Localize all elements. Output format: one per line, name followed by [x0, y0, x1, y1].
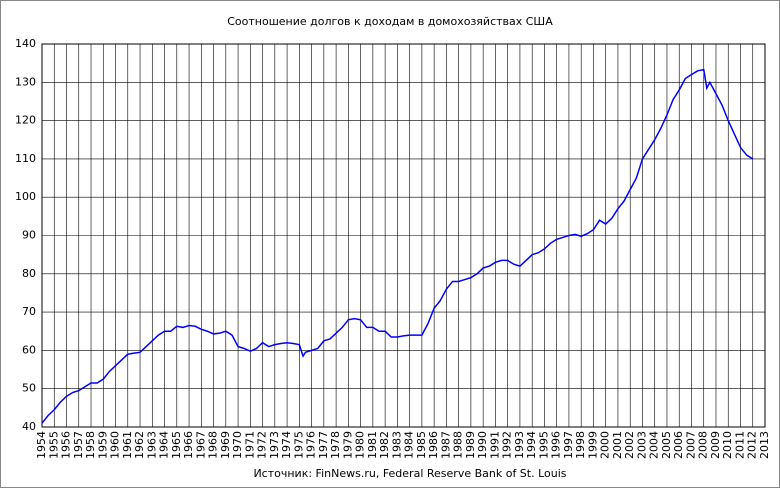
x-tick-label: 2011 — [733, 431, 746, 459]
x-tick-label: 2008 — [697, 431, 710, 459]
plot-area — [41, 43, 766, 428]
x-tick-label: 2004 — [648, 431, 661, 459]
y-tick-label: 130 — [15, 75, 36, 88]
x-tick-label: 1998 — [574, 431, 587, 459]
x-tick-label: 2007 — [684, 431, 697, 459]
chart-title: Соотношение долгов к доходам в домохозяй… — [227, 15, 553, 28]
x-tick-label: 2006 — [672, 431, 685, 459]
y-tick-label: 60 — [22, 343, 36, 356]
x-tick-label: 1989 — [464, 431, 477, 459]
x-tick-label: 2010 — [721, 431, 734, 459]
x-tick-label: 1957 — [72, 431, 85, 459]
x-tick-label: 2002 — [623, 431, 636, 459]
x-tick-label: 1961 — [121, 431, 134, 459]
x-tick-label: 1972 — [256, 431, 269, 459]
x-tick-label: 1954 — [35, 431, 48, 459]
x-tick-label: 1992 — [501, 431, 514, 459]
x-tick-label: 1955 — [47, 431, 60, 459]
x-tick-label: 1963 — [145, 431, 158, 459]
x-tick-label: 1977 — [317, 431, 330, 459]
x-tick-label: 1962 — [133, 431, 146, 459]
data-line — [41, 68, 754, 424]
x-tick-label: 1995 — [537, 431, 550, 459]
x-tick-label: 1970 — [231, 431, 244, 459]
y-tick-label: 100 — [15, 190, 36, 203]
x-tick-label: 1956 — [60, 431, 73, 459]
x-tick-label: 1959 — [96, 431, 109, 459]
x-tick-label: 2005 — [660, 431, 673, 459]
y-tick-label: 110 — [15, 152, 36, 165]
y-tick-label: 90 — [22, 229, 36, 242]
y-tick-label: 120 — [15, 114, 36, 127]
x-tick-label: 1964 — [158, 431, 171, 459]
x-tick-label: 1976 — [305, 431, 318, 459]
x-tick-label: 1971 — [243, 431, 256, 459]
x-tick-label: 1958 — [84, 431, 97, 459]
y-tick-label: 40 — [22, 420, 36, 433]
x-tick-label: 1990 — [476, 431, 489, 459]
x-tick-label: 1981 — [366, 431, 379, 459]
x-tick-label: 2009 — [709, 431, 722, 459]
x-tick-label: 1999 — [586, 431, 599, 459]
x-tick-label: 1988 — [452, 431, 465, 459]
x-tick-label: 2000 — [599, 431, 612, 459]
x-tick-label: 1982 — [378, 431, 391, 459]
y-tick-label: 50 — [22, 382, 36, 395]
x-tick-label: 1966 — [182, 431, 195, 459]
x-tick-label: 1985 — [415, 431, 428, 459]
x-tick-label: 1991 — [488, 431, 501, 459]
x-tick-label: 1979 — [341, 431, 354, 459]
y-tick-label: 140 — [15, 37, 36, 50]
x-tick-label: 1975 — [292, 431, 305, 459]
x-tick-label: 1987 — [439, 431, 452, 459]
x-tick-label: 2003 — [635, 431, 648, 459]
y-tick-label: 70 — [22, 305, 36, 318]
x-tick-label: 2013 — [758, 431, 771, 459]
source: Источник: FinNews.ru, Federal Reserve Ba… — [253, 467, 566, 480]
x-tick-label: 1965 — [170, 431, 183, 459]
x-tick-label: 2001 — [611, 431, 624, 459]
x-tick-label: 1996 — [550, 431, 563, 459]
x-tick-label: 1984 — [403, 431, 416, 459]
x-tick-label: 1969 — [219, 431, 232, 459]
y-tick-label: 80 — [22, 267, 36, 280]
x-tick-label: 2012 — [746, 431, 759, 459]
x-tick-label: 1978 — [329, 431, 342, 459]
x-tick-label: 1968 — [207, 431, 220, 459]
x-tick-label: 1997 — [562, 431, 575, 459]
x-tick-label: 1960 — [109, 431, 122, 459]
x-tick-label: 1993 — [513, 431, 526, 459]
x-tick-label: 1974 — [280, 431, 293, 459]
x-tick-label: 1983 — [390, 431, 403, 459]
x-tick-label: 1986 — [427, 431, 440, 459]
x-tick-label: 1973 — [268, 431, 281, 459]
x-tick-label: 1967 — [194, 431, 207, 459]
x-tick-label: 1994 — [525, 431, 538, 459]
x-tick-label: 1980 — [354, 431, 367, 459]
